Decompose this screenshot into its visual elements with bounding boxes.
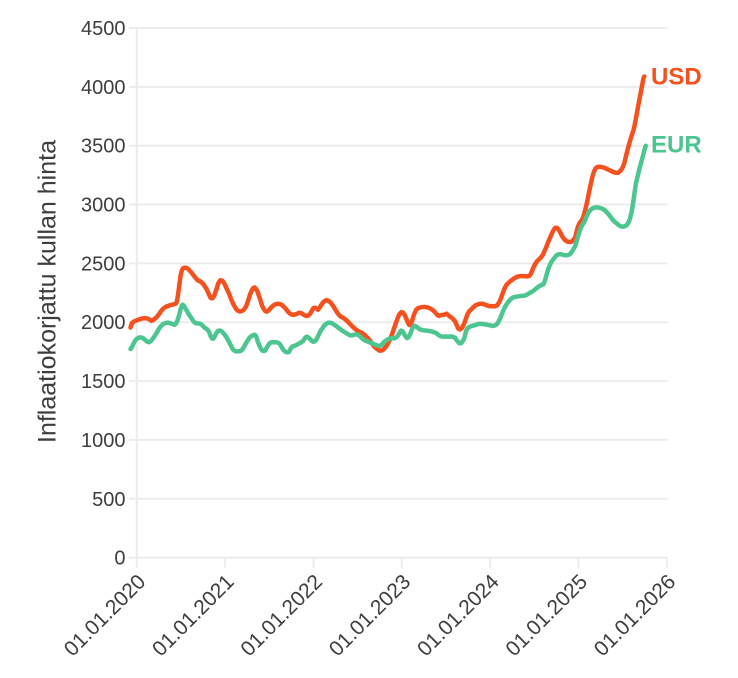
svg-text:01.01.2023: 01.01.2023 (325, 570, 416, 661)
svg-text:2500: 2500 (81, 253, 126, 275)
svg-text:01.01.2026: 01.01.2026 (590, 570, 681, 661)
svg-text:01.01.2022: 01.01.2022 (236, 570, 327, 661)
svg-text:EUR: EUR (651, 132, 702, 159)
svg-text:USD: USD (651, 64, 702, 91)
svg-text:3000: 3000 (81, 195, 126, 217)
svg-text:01.01.2020: 01.01.2020 (60, 570, 151, 661)
svg-text:0: 0 (114, 548, 125, 570)
svg-text:4000: 4000 (81, 77, 126, 99)
svg-text:Inflaatiokorjattu kullan hinta: Inflaatiokorjattu kullan hinta (34, 140, 62, 443)
svg-text:500: 500 (92, 489, 125, 511)
svg-text:01.01.2025: 01.01.2025 (501, 570, 592, 661)
svg-text:1500: 1500 (81, 371, 126, 393)
svg-text:01.01.2024: 01.01.2024 (413, 570, 504, 661)
svg-text:4500: 4500 (81, 18, 126, 40)
svg-text:3500: 3500 (81, 136, 126, 158)
svg-text:1000: 1000 (81, 430, 126, 452)
svg-text:01.01.2021: 01.01.2021 (148, 570, 239, 661)
svg-text:2000: 2000 (81, 312, 126, 334)
